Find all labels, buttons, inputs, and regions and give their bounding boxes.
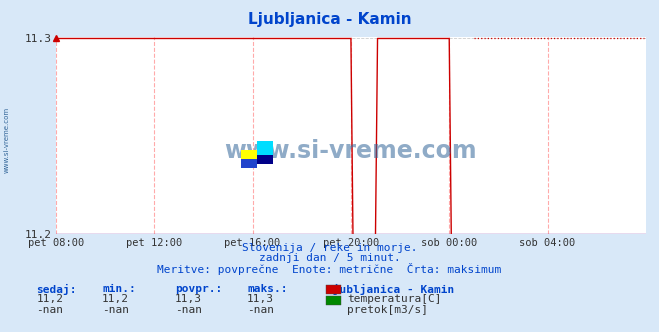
Text: povpr.:: povpr.: [175,284,222,294]
Text: 11,3: 11,3 [175,294,202,304]
Text: -nan: -nan [247,305,274,315]
Text: pretok[m3/s]: pretok[m3/s] [347,305,428,315]
Text: Ljubljanica - Kamin: Ljubljanica - Kamin [326,284,455,295]
Text: -nan: -nan [175,305,202,315]
Text: www.si-vreme.com: www.si-vreme.com [225,139,477,163]
Text: Ljubljanica - Kamin: Ljubljanica - Kamin [248,12,411,27]
Text: www.si-vreme.com: www.si-vreme.com [3,106,10,173]
Text: -nan: -nan [102,305,129,315]
Text: 11,2: 11,2 [36,294,63,304]
Text: Meritve: povprečne  Enote: metrične  Črta: maksimum: Meritve: povprečne Enote: metrične Črta:… [158,263,501,275]
Text: 11,3: 11,3 [247,294,274,304]
Text: temperatura[C]: temperatura[C] [347,294,442,304]
Text: 11,2: 11,2 [102,294,129,304]
Text: -nan: -nan [36,305,63,315]
Text: min.:: min.: [102,284,136,294]
Text: maks.:: maks.: [247,284,287,294]
Text: Slovenija / reke in morje.: Slovenija / reke in morje. [242,243,417,253]
Text: sedaj:: sedaj: [36,284,76,295]
Text: zadnji dan / 5 minut.: zadnji dan / 5 minut. [258,253,401,263]
